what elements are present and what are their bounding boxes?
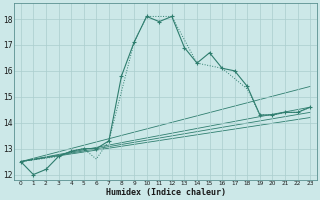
X-axis label: Humidex (Indice chaleur): Humidex (Indice chaleur) [106, 188, 226, 197]
